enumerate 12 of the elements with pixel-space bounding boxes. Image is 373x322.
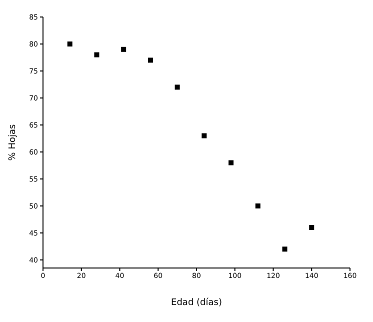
point xyxy=(282,246,288,252)
point xyxy=(202,133,207,138)
point xyxy=(228,160,234,166)
y-axis-title: % Hojas xyxy=(8,124,18,161)
point xyxy=(121,46,126,52)
x-axis-title: Edad (días) xyxy=(171,297,222,308)
point xyxy=(148,58,153,63)
point xyxy=(255,203,260,208)
point xyxy=(309,225,314,230)
point xyxy=(67,41,72,46)
point xyxy=(174,84,180,90)
point xyxy=(94,52,100,58)
